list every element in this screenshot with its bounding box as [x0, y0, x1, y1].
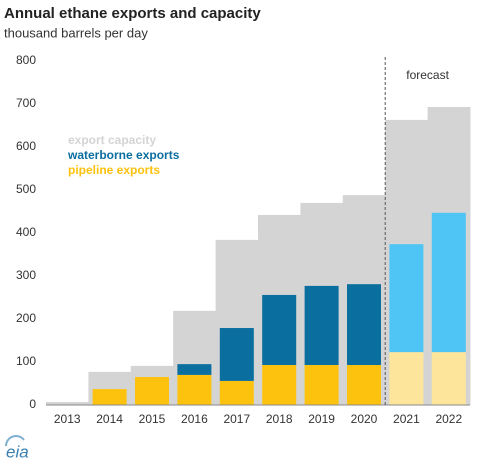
chart-subtitle: thousand barrels per day	[4, 25, 148, 40]
bar	[262, 294, 297, 366]
bar	[304, 285, 339, 366]
legend-entry: waterborne exports	[67, 148, 180, 162]
bar	[304, 365, 339, 405]
x-tick-label: 2022	[435, 412, 462, 426]
bar	[219, 380, 254, 405]
bar	[389, 352, 424, 405]
legend-entry: export capacity	[68, 133, 156, 147]
y-tick-label: 500	[16, 182, 36, 196]
y-tick-label: 700	[16, 96, 36, 110]
y-tick-label: 200	[16, 311, 36, 325]
logo-text: eia	[6, 442, 29, 461]
bar	[431, 212, 466, 353]
bar	[347, 284, 381, 366]
capacity-bar	[46, 401, 89, 405]
forecast-label: forecast	[406, 68, 449, 82]
bar	[431, 352, 466, 405]
bar	[92, 389, 127, 405]
x-tick-label: 2018	[266, 412, 293, 426]
bar	[262, 365, 297, 405]
x-tick-label: 2017	[223, 412, 250, 426]
bar	[177, 374, 212, 405]
y-tick-label: 600	[16, 139, 36, 153]
x-tick-label: 2019	[308, 412, 335, 426]
bar	[347, 365, 381, 405]
x-tick-label: 2020	[351, 412, 378, 426]
bar	[219, 328, 254, 381]
y-tick-label: 0	[29, 397, 36, 411]
x-tick-label: 2013	[54, 412, 81, 426]
logo-arc	[5, 435, 25, 447]
bar	[177, 364, 212, 375]
x-tick-label: 2021	[393, 412, 420, 426]
y-tick-label: 100	[16, 354, 36, 368]
bar	[135, 377, 169, 405]
bar	[389, 244, 424, 353]
legend-entry: pipeline exports	[68, 163, 160, 177]
y-tick-label: 800	[16, 53, 36, 67]
x-tick-label: 2014	[96, 412, 123, 426]
x-tick-label: 2015	[139, 412, 166, 426]
logo: eia	[5, 435, 29, 461]
y-tick-label: 400	[16, 225, 36, 239]
chart-title: Annual ethane exports and capacity	[4, 5, 261, 22]
y-tick-label: 300	[16, 268, 36, 282]
x-tick-label: 2016	[181, 412, 208, 426]
